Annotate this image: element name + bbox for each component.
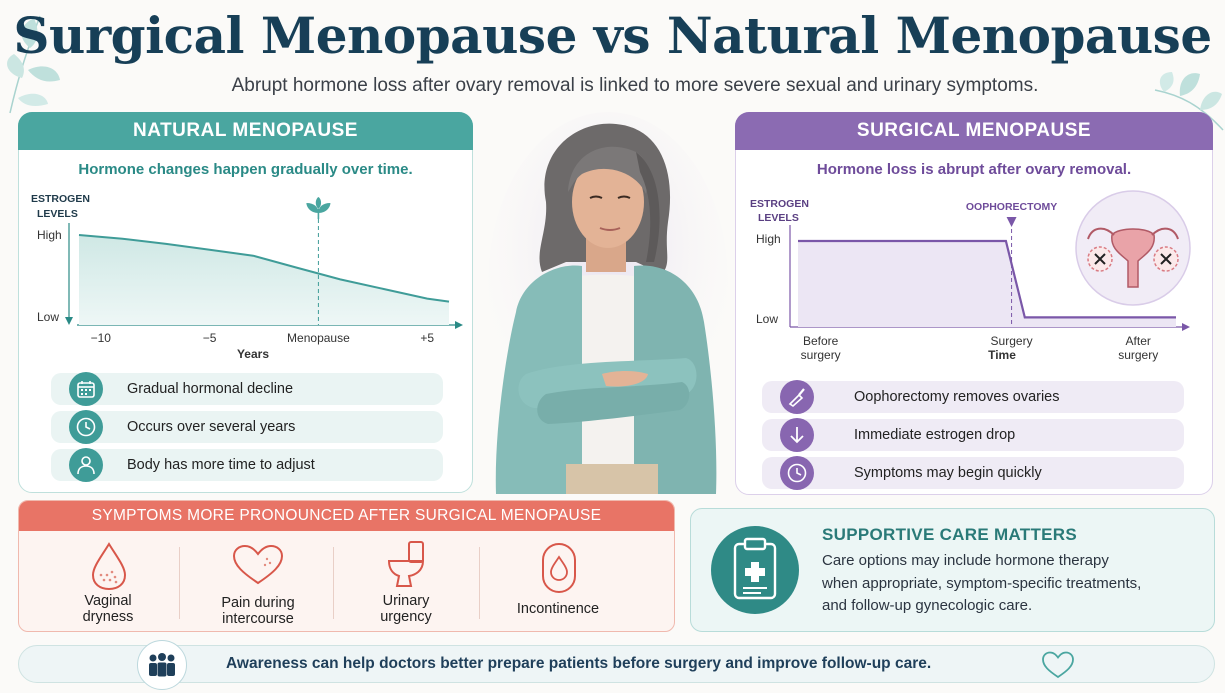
symptom-line1: Vaginal (84, 593, 132, 609)
symptom-urinary-urgency: Urinary urgency (331, 537, 481, 629)
surgical-xtick-label: surgery (1118, 348, 1158, 362)
woman-illustration (488, 112, 728, 494)
care-line-2: when appropriate, symptom-specific treat… (822, 574, 1142, 592)
symptom-vaginal-dryness: Vaginal dryness (33, 537, 183, 629)
natural-ytick-low: Low (37, 310, 59, 324)
oophorectomy-annotation: OOPHORECTOMY (966, 201, 1057, 213)
supportive-care-panel: SUPPORTIVE CARE MATTERS Care options may… (690, 508, 1215, 632)
drop-icon (91, 542, 127, 591)
surgical-xtick-label: surgery (801, 348, 841, 362)
symptoms-heading: SYMPTOMS MORE PRONOUNCED AFTER SURGICAL … (19, 501, 674, 531)
surgical-ylabel-line2: LEVELS (758, 212, 799, 224)
heart-icon (232, 544, 284, 585)
natural-menopause-panel: NATURAL MENOPAUSE Hormone changes happen… (18, 112, 473, 493)
clock-icon (780, 456, 814, 490)
page-subtitle: Abrupt hormone loss after ovary removal … (231, 75, 1039, 96)
symptom-line2: urgency (380, 609, 432, 625)
uterus-ovaries-removed-icon (1075, 190, 1191, 306)
surgical-estrogen-chart: ESTROGEN LEVELS High Low OOPHORECTOMY Be… (750, 198, 1190, 362)
toilet-icon (387, 541, 425, 587)
symptom-divider (333, 547, 334, 619)
symptom-line1: Urinary (382, 593, 430, 609)
surgical-menopause-panel: SURGICAL MENOPAUSE Hormone loss is abrup… (735, 112, 1213, 495)
natural-feature-3: Body has more time to adjust (51, 448, 443, 482)
natural-heading: NATURAL MENOPAUSE (18, 112, 473, 150)
surgical-x-arrow (1182, 323, 1190, 331)
care-line-3: and follow-up gynecologic care. (822, 597, 1033, 614)
symptom-incontinence: Incontinence (483, 537, 633, 629)
natural-ylabel-line2: LEVELS (37, 208, 78, 220)
natural-feature-label: Body has more time to adjust (127, 457, 315, 473)
pad-icon (542, 543, 576, 593)
surgical-ylabel-line1: ESTROGEN (750, 198, 809, 210)
symptom-pain-intercourse: Pain during intercourse (183, 537, 333, 629)
surgical-xtick-label: Before (803, 334, 839, 348)
natural-feature-label: Occurs over several years (127, 419, 296, 435)
surgical-heading: SURGICAL MENOPAUSE (735, 112, 1213, 150)
surgical-feature-label: Immediate estrogen drop (854, 427, 1016, 443)
person-icon (69, 448, 103, 482)
oophorectomy-marker-triangle (1006, 217, 1017, 227)
surgical-feature-2: Immediate estrogen drop (762, 418, 1184, 452)
sprout-icon (306, 197, 331, 219)
natural-x-arrow (455, 321, 463, 329)
leaf-decoration-right (1154, 72, 1224, 131)
arrow-down-icon (780, 418, 814, 452)
surgical-feature-label: Oophorectomy removes ovaries (854, 389, 1060, 405)
natural-xlabel: Years (237, 347, 269, 361)
symptom-line1: Pain during (221, 595, 295, 611)
surgical-xtick-label: Surgery (991, 334, 1033, 348)
medical-clipboard-icon (711, 526, 799, 614)
heart-outline-icon (1042, 651, 1074, 679)
natural-x-ticks: −10 −5 Menopause +5 (91, 331, 435, 345)
surgical-tagline: Hormone loss is abrupt after ovary remov… (816, 161, 1132, 178)
natural-ylabel-line1: ESTROGEN (31, 193, 90, 205)
natural-feature-label: Gradual hormonal decline (127, 381, 294, 397)
natural-tagline: Hormone changes happen gradually over ti… (78, 161, 413, 178)
natural-xtick-label: +5 (420, 331, 434, 345)
surgical-xlabel: Time (988, 348, 1016, 362)
natural-xtick-label: −10 (91, 331, 112, 345)
natural-ytick-high: High (37, 228, 62, 242)
natural-area (79, 235, 449, 325)
surgical-ytick-low: Low (756, 312, 778, 326)
supportive-care-text: Care options may include hormone therapy… (822, 550, 1202, 618)
natural-series-line (78, 234, 450, 303)
symptom-line2: intercourse (222, 611, 294, 627)
symptom-divider (479, 547, 480, 619)
surgical-feature-1: Oophorectomy removes ovaries (762, 380, 1184, 414)
page-title: Surgical Menopause vs Natural Menopause (13, 6, 1212, 65)
natural-feature-1: Gradual hormonal decline (51, 372, 443, 406)
clock-icon (69, 410, 103, 444)
surgical-series-line (798, 239, 1176, 319)
natural-estrogen-chart: ESTROGEN LEVELS High Low −10 −5 Menopause +… (31, 193, 463, 361)
surgical-area (798, 241, 1176, 327)
symptom-divider (179, 547, 180, 619)
surgical-feature-3: Symptoms may begin quickly (762, 456, 1184, 490)
care-line-1: Care options may include hormone therapy (822, 552, 1109, 569)
people-group-icon (137, 640, 187, 690)
awareness-banner: Awareness can help doctors better prepar… (18, 640, 1215, 690)
surgical-ytick-high: High (756, 232, 781, 246)
symptom-line1: Incontinence (516, 601, 600, 617)
leaf-decoration-left (7, 15, 60, 114)
surgical-feature-label: Symptoms may begin quickly (854, 465, 1042, 481)
calendar-icon (69, 372, 103, 406)
natural-feature-2: Occurs over several years (51, 410, 443, 444)
natural-xtick-label: Menopause (287, 331, 350, 345)
surgical-xtick-label: After (1126, 334, 1151, 348)
symptoms-panel: SYMPTOMS MORE PRONOUNCED AFTER SURGICAL … (18, 500, 675, 632)
supportive-care-title: SUPPORTIVE CARE MATTERS (822, 525, 1077, 544)
awareness-text: Awareness can help doctors better prepar… (226, 655, 932, 672)
natural-xtick-label: −5 (203, 331, 217, 345)
scalpel-icon (780, 380, 814, 414)
natural-y-arrow (65, 317, 73, 325)
symptom-line2: dryness (82, 609, 134, 625)
